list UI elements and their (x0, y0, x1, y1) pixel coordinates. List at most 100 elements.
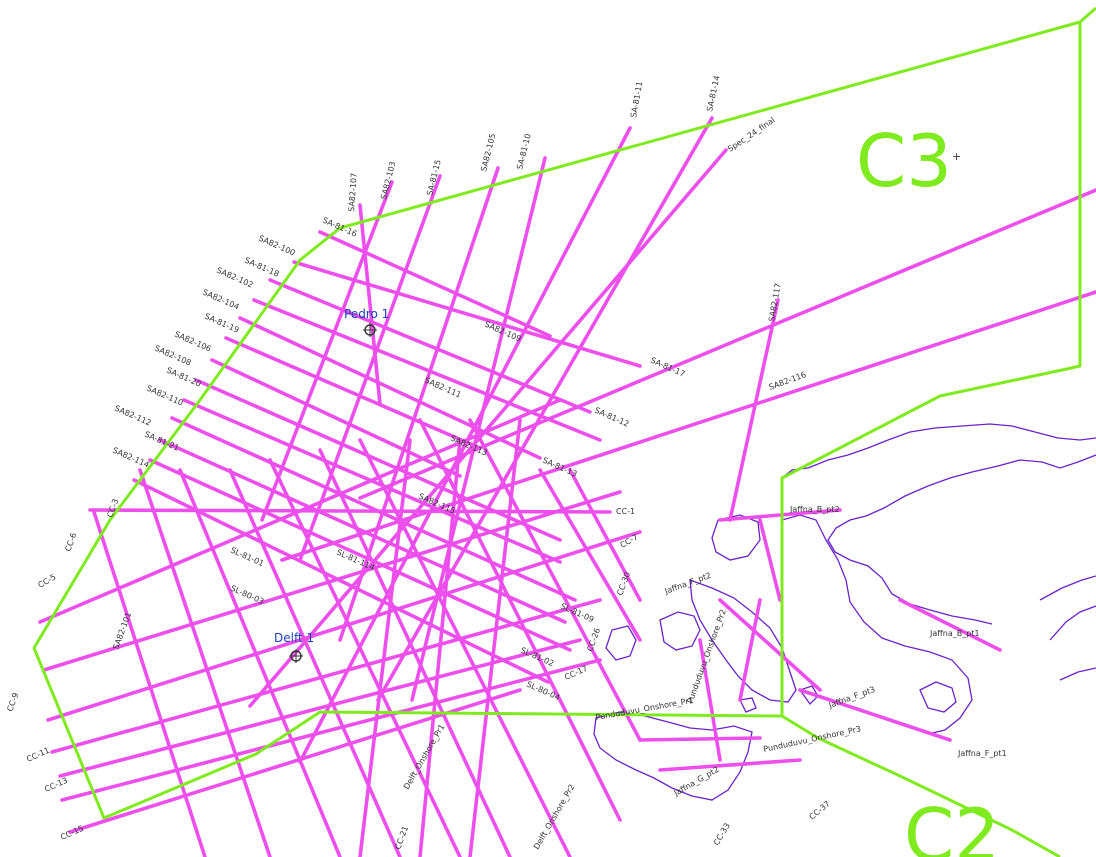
line-sa82-104[interactable] (224, 336, 482, 450)
line-label: Jaffna_B_pt1 (929, 629, 980, 638)
line-cc-16[interactable] (418, 418, 622, 822)
east-coast-fragment (1039, 575, 1096, 681)
well-label: Delft 1 (274, 631, 314, 645)
line-label: SA82-107 (347, 173, 359, 213)
line-cc-14[interactable] (358, 438, 572, 857)
line-sa-81-17[interactable] (292, 260, 642, 368)
line-label: CC-6 (63, 532, 78, 553)
line-sa82-114[interactable] (132, 478, 550, 684)
line-cc-10[interactable] (268, 458, 462, 857)
line-cc-3[interactable] (38, 398, 562, 624)
line-label: CC-37 (808, 799, 832, 821)
line-label: CC-13 (43, 776, 69, 794)
line-label: CC-1 (616, 507, 635, 516)
line-sa82-107[interactable] (358, 203, 382, 406)
line-label: CC-21 (393, 825, 410, 851)
line-cc-9[interactable] (50, 598, 602, 754)
line-label: SA82-108 (153, 344, 192, 368)
line-punduduvu-pr1[interactable] (638, 736, 762, 742)
line-sa-81-18[interactable] (268, 278, 592, 414)
line-sa-81-21[interactable] (148, 458, 572, 652)
line-label: SA82-105 (479, 132, 497, 172)
line-label: SA82-114 (111, 446, 150, 470)
line-label: CC-9 (5, 692, 20, 713)
line-label: SA82-102 (215, 266, 254, 290)
block-c2-boundary[interactable] (781, 714, 1061, 857)
crosshair-marker: + (952, 150, 961, 163)
delft-islet (605, 625, 637, 661)
nainativu-island (659, 611, 701, 651)
block-c3-boundary[interactable] (32, 6, 1096, 820)
well-crosshair-icon (289, 649, 303, 663)
line-label: SA82-112 (113, 404, 152, 428)
line-jaffna-f-pt3[interactable] (718, 598, 822, 692)
peninsula-inner-coast (781, 514, 973, 735)
line-label: SA82-104 (201, 288, 240, 312)
line-label: CC-33 (712, 821, 732, 847)
line-punduduvu-pr3[interactable] (658, 758, 802, 772)
line-label: SA82-100 (257, 234, 296, 258)
kayts-island (711, 514, 761, 561)
line-jaffna-f-pt2[interactable] (738, 598, 762, 702)
block-boundaries (32, 6, 1096, 857)
line-label: Punduduvu_Onshore_Pr3 (763, 724, 862, 753)
line-sa82-102[interactable] (252, 298, 602, 442)
line-jaffna-g-pt2[interactable] (758, 518, 782, 602)
line-cc-15[interactable] (68, 688, 522, 834)
line-sa-81-14[interactable] (376, 116, 714, 702)
line-sl-81-01[interactable] (358, 438, 412, 857)
line-sa82-upper[interactable] (358, 188, 1096, 500)
line-sa82-106[interactable] (210, 358, 462, 478)
line-cc-11[interactable] (58, 638, 582, 778)
line-sl-81-02[interactable] (418, 438, 462, 857)
line-label: SA82-110 (145, 384, 184, 408)
line-label: Jaffna_B_pt2 (789, 505, 840, 514)
line-label: SA-81-20 (165, 366, 202, 389)
line-punduduvu-pr2[interactable] (698, 638, 722, 762)
line-label: CC-7 (619, 532, 640, 549)
line-cc-30[interactable] (568, 468, 642, 602)
line-sa82-mid[interactable] (280, 290, 1096, 562)
line-cc-7[interactable] (46, 530, 642, 722)
line-cc-6[interactable] (178, 468, 342, 857)
well-pedro-1[interactable]: Pedro 1 (344, 307, 389, 337)
line-label: CC-5 (37, 572, 58, 589)
line-cc-8[interactable] (228, 468, 402, 857)
karaitivu-island (689, 579, 797, 703)
line-label: SA82-111 (423, 376, 462, 400)
line-jaffna-b-pt2[interactable] (718, 508, 842, 522)
line-sa-81-11[interactable] (298, 126, 632, 764)
coastline-layer (593, 423, 1096, 801)
line-sa-81-15[interactable] (298, 174, 442, 562)
line-cc-26[interactable] (538, 468, 642, 642)
line-sa82-103[interactable] (260, 180, 394, 522)
line-label: SL-81-01 (229, 546, 265, 569)
line-cc-2[interactable] (92, 510, 207, 857)
line-cc-18[interactable] (468, 418, 642, 742)
line-jaffna-f-pt1[interactable] (798, 688, 952, 742)
well-label: Pedro 1 (344, 307, 389, 321)
line-cc-4[interactable] (138, 468, 272, 857)
line-sa82-110[interactable] (170, 416, 577, 602)
line-label: SL-80-04 (525, 680, 561, 703)
line-sa82-100[interactable] (318, 230, 552, 338)
line-sa82-117[interactable] (728, 298, 780, 522)
line-label: SA82-117 (767, 282, 783, 322)
line-label: SA-81-13 (541, 456, 578, 479)
line-label: Spec_24_final (726, 116, 777, 154)
line-spec-24[interactable] (248, 148, 728, 708)
line-label: SA-81-12 (593, 406, 630, 429)
line-cc-13[interactable] (60, 658, 602, 802)
line-jaffna-b-pt1[interactable] (898, 598, 1002, 652)
line-sa82-105[interactable] (338, 166, 500, 642)
line-label: SA82-106 (173, 330, 212, 354)
line-sl-81-09[interactable] (468, 418, 522, 857)
block-label-c3: C3 (856, 119, 952, 203)
line-label: SA-81-11 (629, 81, 644, 119)
line-label: CC-15 (59, 824, 85, 842)
line-label: Punduduvu_Onshore_Pr1 (595, 696, 695, 722)
line-sa-81-19[interactable] (238, 316, 542, 460)
well-delft-1[interactable]: Delft 1 (274, 631, 314, 663)
line-label: Jaffna_F_pt1 (957, 749, 1007, 758)
line-sa82-112[interactable] (158, 438, 567, 624)
